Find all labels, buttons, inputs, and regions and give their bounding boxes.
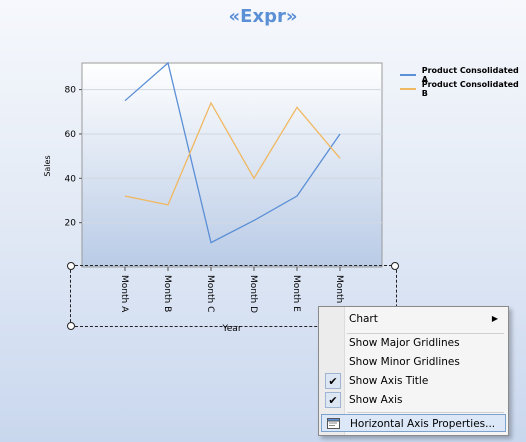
menu-item-label: Show Axis bbox=[349, 394, 403, 406]
legend-swatch bbox=[400, 74, 416, 76]
menu-separator bbox=[347, 333, 504, 334]
plot-area[interactable] bbox=[81, 62, 383, 268]
menu-item-label: Show Minor Gridlines bbox=[349, 356, 460, 368]
menu-item-show-minor-gridlines[interactable]: Show Minor Gridlines bbox=[321, 353, 506, 371]
y-tick-label: 40 bbox=[65, 174, 77, 184]
menu-item-show-axis[interactable]: ✔ Show Axis bbox=[321, 391, 506, 409]
menu-separator bbox=[347, 412, 504, 413]
x-tick-label: Month F bbox=[334, 275, 344, 311]
x-tick-label: Month A bbox=[119, 275, 129, 313]
menu-item-horizontal-axis-properties[interactable]: Horizontal Axis Properties... bbox=[321, 414, 506, 432]
y-tick-label: 60 bbox=[65, 130, 77, 140]
legend-entry[interactable]: Product Consolidated B bbox=[400, 80, 526, 98]
chart-title: «Expr» bbox=[228, 6, 298, 27]
x-tick-label: Month E bbox=[291, 275, 301, 312]
legend-entry[interactable]: Product Consolidated A bbox=[400, 66, 526, 84]
menu-item-show-major-gridlines[interactable]: Show Major Gridlines bbox=[321, 334, 506, 352]
menu-gutter bbox=[319, 307, 345, 435]
chart-legend[interactable]: Product Consolidated A Product Consolida… bbox=[400, 66, 526, 98]
menu-item-show-axis-title[interactable]: ✔ Show Axis Title bbox=[321, 372, 506, 390]
menu-item-label: Horizontal Axis Properties... bbox=[350, 418, 496, 430]
legend-label: Product Consolidated B bbox=[421, 80, 519, 98]
horizontal-axis-selection[interactable] bbox=[70, 265, 397, 327]
context-menu: Chart ▶ Show Major Gridlines Show Minor … bbox=[318, 306, 509, 436]
checkmark-icon: ✔ bbox=[325, 392, 341, 408]
menu-item-label: Chart bbox=[349, 313, 378, 325]
resize-handle[interactable] bbox=[67, 322, 75, 330]
x-tick-label: Month D bbox=[248, 275, 258, 313]
resize-handle[interactable] bbox=[67, 262, 75, 270]
x-tick-label: Month C bbox=[205, 275, 215, 312]
series-line-b[interactable] bbox=[124, 101, 341, 206]
legend-label: Product Consolidated A bbox=[421, 66, 519, 84]
resize-handle[interactable] bbox=[391, 262, 399, 270]
legend-swatch bbox=[400, 88, 416, 90]
submenu-arrow-icon: ▶ bbox=[491, 314, 498, 323]
x-tick-label: Month B bbox=[162, 275, 172, 312]
y-tick-label: 20 bbox=[65, 219, 77, 229]
x-axis-title[interactable]: Year bbox=[221, 324, 241, 334]
series-line-a[interactable] bbox=[124, 61, 341, 244]
menu-item-label: Show Axis Title bbox=[349, 375, 429, 387]
menu-item-chart[interactable]: Chart ▶ bbox=[321, 310, 506, 328]
y-tick-label: 80 bbox=[65, 86, 77, 96]
properties-icon bbox=[327, 418, 340, 429]
menu-item-label: Show Major Gridlines bbox=[349, 337, 460, 349]
y-axis-title[interactable]: Sales bbox=[43, 155, 52, 176]
checkmark-icon: ✔ bbox=[325, 373, 341, 389]
